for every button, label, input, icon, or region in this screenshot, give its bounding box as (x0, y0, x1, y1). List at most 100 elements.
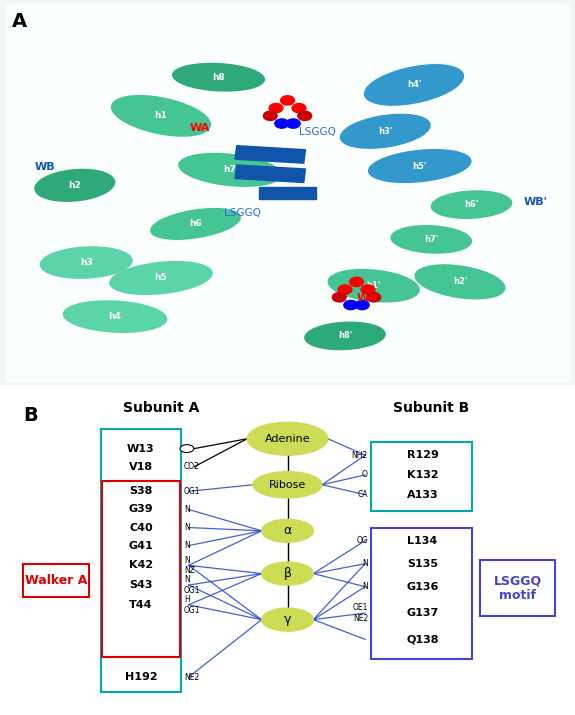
Text: β: β (283, 567, 292, 580)
Text: W13: W13 (127, 443, 155, 453)
FancyBboxPatch shape (23, 563, 89, 596)
Ellipse shape (328, 270, 419, 302)
Text: G39: G39 (129, 505, 153, 514)
Text: h3: h3 (80, 258, 93, 267)
Ellipse shape (63, 301, 167, 332)
Ellipse shape (262, 608, 313, 631)
Text: H
OG1: H OG1 (184, 595, 201, 614)
Bar (235, 165, 305, 182)
Text: C40: C40 (129, 523, 153, 533)
Text: T44: T44 (129, 600, 152, 610)
Text: h8: h8 (212, 73, 225, 82)
Text: Subunit B: Subunit B (393, 401, 469, 415)
Text: h8': h8' (338, 332, 352, 340)
Circle shape (298, 112, 312, 120)
Circle shape (292, 104, 306, 113)
Text: WB: WB (34, 162, 55, 172)
Text: G41: G41 (128, 541, 154, 551)
Text: Ribose: Ribose (269, 480, 306, 490)
Text: O: O (362, 470, 368, 479)
Text: h4': h4' (407, 81, 421, 89)
Text: LSGGQ
motif: LSGGQ motif (493, 574, 542, 602)
Text: N: N (184, 523, 190, 532)
Text: CA: CA (358, 490, 368, 499)
Text: h7: h7 (224, 165, 236, 174)
Ellipse shape (365, 65, 463, 105)
Text: G136: G136 (407, 582, 439, 592)
Text: K132: K132 (407, 470, 439, 480)
Text: h4: h4 (109, 312, 121, 321)
Ellipse shape (369, 149, 471, 182)
FancyBboxPatch shape (480, 561, 555, 616)
FancyBboxPatch shape (371, 528, 471, 659)
Text: B: B (23, 406, 38, 425)
Text: h3': h3' (378, 127, 392, 136)
Ellipse shape (253, 472, 322, 498)
Text: N: N (184, 505, 190, 514)
Circle shape (263, 112, 277, 120)
Text: NE2: NE2 (184, 673, 200, 681)
Text: S135: S135 (407, 558, 438, 568)
Text: R129: R129 (407, 450, 439, 460)
Text: A133: A133 (407, 490, 439, 500)
Text: Walker A: Walker A (25, 573, 87, 586)
Text: h7': h7' (424, 235, 438, 244)
Circle shape (180, 445, 194, 453)
Text: γ: γ (283, 613, 292, 626)
Ellipse shape (112, 96, 210, 136)
Text: CO2: CO2 (184, 462, 200, 471)
Text: V18: V18 (129, 462, 153, 472)
Text: WB': WB' (523, 197, 547, 207)
Text: h6': h6' (465, 200, 478, 209)
Text: h1: h1 (155, 112, 167, 120)
Text: S38: S38 (129, 486, 152, 496)
Text: L134: L134 (408, 536, 438, 546)
Text: h2: h2 (68, 181, 81, 189)
Text: K42: K42 (129, 561, 153, 571)
Ellipse shape (247, 423, 328, 455)
Ellipse shape (110, 262, 212, 295)
Text: Adenine: Adenine (264, 434, 310, 444)
Ellipse shape (305, 322, 385, 350)
Circle shape (361, 285, 375, 294)
Ellipse shape (262, 519, 313, 542)
Circle shape (355, 300, 369, 310)
Text: Subunit A: Subunit A (123, 401, 199, 415)
Text: WA: WA (190, 123, 210, 133)
Text: N
NZ: N NZ (184, 556, 195, 575)
Text: h1': h1' (367, 281, 381, 290)
Text: S43: S43 (129, 580, 152, 590)
Circle shape (286, 119, 300, 128)
Text: h2': h2' (453, 277, 467, 286)
Circle shape (332, 292, 346, 302)
Circle shape (350, 277, 363, 287)
Text: LSGGQ: LSGGQ (299, 127, 336, 137)
Ellipse shape (40, 247, 132, 278)
Ellipse shape (35, 169, 114, 201)
Ellipse shape (262, 562, 313, 585)
Text: WA': WA' (356, 293, 380, 303)
Circle shape (344, 300, 358, 310)
Text: h6: h6 (189, 220, 202, 228)
Text: A: A (12, 11, 26, 31)
Bar (259, 187, 316, 199)
FancyBboxPatch shape (101, 429, 181, 692)
Ellipse shape (391, 226, 471, 253)
Bar (235, 146, 305, 163)
Circle shape (275, 119, 289, 128)
Text: OE1
NE2: OE1 NE2 (352, 603, 368, 623)
Ellipse shape (172, 64, 264, 91)
Ellipse shape (340, 114, 430, 148)
Text: h5': h5' (413, 162, 427, 170)
Text: α: α (283, 524, 292, 537)
Text: OG1: OG1 (184, 487, 201, 495)
Circle shape (338, 285, 352, 294)
Text: N: N (362, 559, 368, 568)
Text: N: N (362, 582, 368, 591)
FancyBboxPatch shape (6, 4, 569, 383)
Circle shape (269, 104, 283, 113)
Text: G137: G137 (407, 608, 439, 618)
Ellipse shape (415, 265, 505, 299)
FancyBboxPatch shape (102, 481, 180, 658)
Text: N
OG1: N OG1 (184, 576, 201, 595)
